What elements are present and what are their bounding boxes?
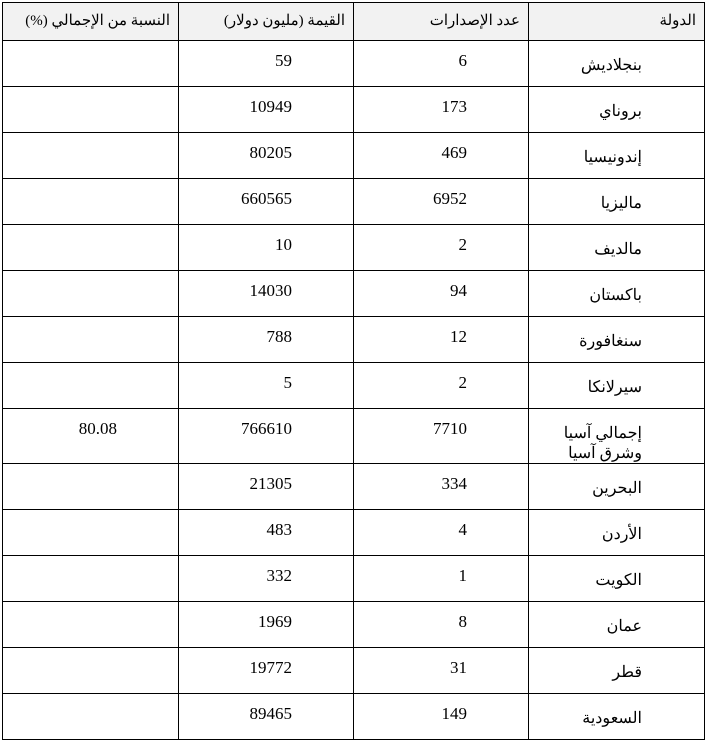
country-cell: قطر bbox=[528, 647, 705, 694]
share-cell bbox=[2, 647, 179, 694]
table-row: سنغافورة 12 788 bbox=[2, 316, 705, 363]
share-cell bbox=[2, 270, 179, 317]
issues-cell: 6952 bbox=[353, 178, 529, 225]
issues-cell: 149 bbox=[353, 693, 529, 740]
share-cell: 80.08 bbox=[2, 408, 179, 464]
share-cell bbox=[2, 555, 179, 602]
country-cell: ماليزيا bbox=[528, 178, 705, 225]
issues-cell: 469 bbox=[353, 132, 529, 179]
country-cell: إندونيسيا bbox=[528, 132, 705, 179]
country-cell: الأردن bbox=[528, 509, 705, 556]
table-row: قطر 31 19772 bbox=[2, 647, 705, 694]
sukuk-issuance-table: الدولة عدد الإصدارات القيمة (مليون دولار… bbox=[2, 2, 705, 740]
country-cell: سنغافورة bbox=[528, 316, 705, 363]
issues-cell: 12 bbox=[353, 316, 529, 363]
share-cell bbox=[2, 463, 179, 510]
table-row: عمان 8 1969 bbox=[2, 601, 705, 648]
value-cell: 660565 bbox=[178, 178, 354, 225]
value-cell: 10 bbox=[178, 224, 354, 271]
issues-cell: 334 bbox=[353, 463, 529, 510]
value-cell: 21305 bbox=[178, 463, 354, 510]
value-cell: 89465 bbox=[178, 693, 354, 740]
issues-cell: 31 bbox=[353, 647, 529, 694]
country-cell: باكستان bbox=[528, 270, 705, 317]
issues-cell: 6 bbox=[353, 40, 529, 87]
country-cell: مالديف bbox=[528, 224, 705, 271]
country-cell: بروناي bbox=[528, 86, 705, 133]
issues-cell: 173 bbox=[353, 86, 529, 133]
country-cell: البحرين bbox=[528, 463, 705, 510]
table-row: بروناي 173 10949 bbox=[2, 86, 705, 133]
value-cell: 19772 bbox=[178, 647, 354, 694]
share-cell bbox=[2, 362, 179, 409]
issues-cell: 7710 bbox=[353, 408, 529, 464]
value-cell: 80205 bbox=[178, 132, 354, 179]
share-cell bbox=[2, 509, 179, 556]
issues-cell: 94 bbox=[353, 270, 529, 317]
header-value: القيمة (مليون دولار) bbox=[178, 2, 354, 41]
value-cell: 766610 bbox=[178, 408, 354, 464]
table-row: إندونيسيا 469 80205 bbox=[2, 132, 705, 179]
value-cell: 332 bbox=[178, 555, 354, 602]
value-cell: 483 bbox=[178, 509, 354, 556]
header-row: الدولة عدد الإصدارات القيمة (مليون دولار… bbox=[2, 2, 705, 41]
country-cell: عمان bbox=[528, 601, 705, 648]
table-row: مالديف 2 10 bbox=[2, 224, 705, 271]
share-cell bbox=[2, 224, 179, 271]
issues-cell: 4 bbox=[353, 509, 529, 556]
value-cell: 1969 bbox=[178, 601, 354, 648]
share-cell bbox=[2, 40, 179, 87]
table-row: إجمالي آسيا وشرق آسيا 7710 766610 80.08 bbox=[2, 408, 705, 464]
country-cell: سيرلانكا bbox=[528, 362, 705, 409]
value-cell: 59 bbox=[178, 40, 354, 87]
share-cell bbox=[2, 316, 179, 363]
country-cell: بنجلاديش bbox=[528, 40, 705, 87]
table-row: باكستان 94 14030 bbox=[2, 270, 705, 317]
country-cell: إجمالي آسيا وشرق آسيا bbox=[528, 408, 705, 464]
table-row: الكويت 1 332 bbox=[2, 555, 705, 602]
share-cell bbox=[2, 178, 179, 225]
share-cell bbox=[2, 693, 179, 740]
header-share: النسبة من الإجمالي (%) bbox=[2, 2, 179, 41]
value-cell: 5 bbox=[178, 362, 354, 409]
table-row: البحرين 334 21305 bbox=[2, 463, 705, 510]
table-row: ماليزيا 6952 660565 bbox=[2, 178, 705, 225]
issues-cell: 8 bbox=[353, 601, 529, 648]
country-cell: السعودية bbox=[528, 693, 705, 740]
share-cell bbox=[2, 601, 179, 648]
value-cell: 14030 bbox=[178, 270, 354, 317]
table-row: السعودية 149 89465 bbox=[2, 693, 705, 740]
table-row: بنجلاديش 6 59 bbox=[2, 40, 705, 87]
share-cell bbox=[2, 86, 179, 133]
header-issues: عدد الإصدارات bbox=[353, 2, 529, 41]
value-cell: 10949 bbox=[178, 86, 354, 133]
issues-cell: 2 bbox=[353, 224, 529, 271]
value-cell: 788 bbox=[178, 316, 354, 363]
table-row: سيرلانكا 2 5 bbox=[2, 362, 705, 409]
share-cell bbox=[2, 132, 179, 179]
issues-cell: 2 bbox=[353, 362, 529, 409]
header-country: الدولة bbox=[528, 2, 705, 41]
country-cell: الكويت bbox=[528, 555, 705, 602]
issues-cell: 1 bbox=[353, 555, 529, 602]
table-row: الأردن 4 483 bbox=[2, 509, 705, 556]
